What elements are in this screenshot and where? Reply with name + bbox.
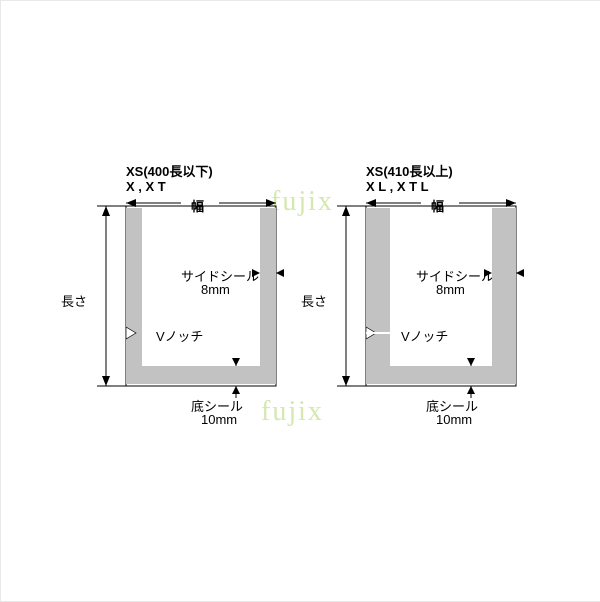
pouch-svg-right — [1, 1, 600, 601]
diagram-container: fujix fujix XS(400長以下) X , X T 幅 長さ サイドシ… — [0, 0, 600, 602]
